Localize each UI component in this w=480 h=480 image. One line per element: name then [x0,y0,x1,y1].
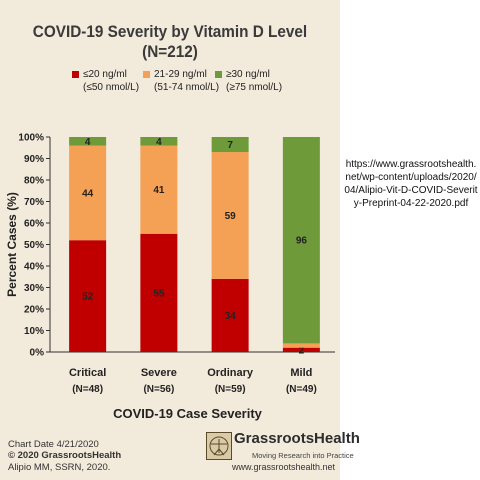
copyright: © 2020 GrassrootsHealth [8,450,122,461]
data-label: 55 [153,288,165,299]
data-label: 4 [85,137,91,148]
legend-label-mid: 21-29 ng/ml [154,69,207,80]
y-axis-label: Percent Cases (%) [5,192,19,297]
bar-segment-critical-1 [69,145,107,241]
bar-segment-critical-0 [69,240,107,352]
x-tick-count-label: (N=49) [286,384,317,395]
bar-segment-severe-0 [140,233,178,352]
x-axis-label: COVID-19 Case Severity [113,406,263,421]
bar-segment-ordinary-2 [211,137,249,153]
data-label: 41 [153,185,165,196]
chart-date: Chart Date 4/21/2020 [8,439,99,450]
y-tick-label: 100% [18,133,44,144]
bar-segment-ordinary-1 [211,152,249,279]
y-tick-label: 80% [24,176,44,187]
bar-segment-mild-1 [282,343,320,348]
y-tick-label: 50% [24,240,44,251]
vitruvian-logo-icon [206,432,232,460]
legend-item-high: ≥30 ng/ml (≥75 nmol/L) [215,68,282,94]
bar-segment-ordinary-0 [211,278,249,352]
data-label: 59 [225,211,237,222]
logo-name: GrassrootsHealth [234,430,360,447]
data-label: 96 [296,236,308,247]
legend-sublabel-high: (≥75 nmol/L) [226,82,283,93]
legend-label-high: ≥30 ng/ml [226,69,270,80]
logo-tagline: Moving Research into Practice [252,451,354,460]
legend-swatch-high [215,70,222,78]
x-tick-label: Critical [69,367,106,379]
data-label: 4 [156,137,162,148]
data-label: 52 [82,292,94,303]
source-url-text: https://www.grassrootshealth.net/wp-cont… [344,159,478,209]
legend-swatch-low [72,70,79,78]
x-tick-count-label: (N=56) [143,384,174,395]
bar-segment-mild-2 [282,137,320,344]
bar-segment-critical-2 [69,137,107,146]
x-tick-label: Severe [141,367,177,379]
y-tick-label: 40% [24,262,44,273]
legend-item-mid: 21-29 ng/ml (51-74 nmol/L) [143,68,219,94]
data-label: 34 [225,311,237,322]
legend-sublabel-mid: (51-74 nmol/L) [154,82,220,93]
y-tick-label: 30% [24,283,44,294]
bar-segment-severe-2 [140,137,178,146]
data-label: 44 [82,188,94,199]
data-label: 2 [299,345,305,356]
bar-segment-severe-1 [140,145,178,234]
legend-swatch-mid [143,70,150,78]
legend-label-low: ≤20 ng/ml [83,69,127,80]
x-tick-label: Ordinary [207,367,254,379]
data-label: 7 [227,140,233,151]
y-tick-label: 10% [24,326,44,337]
legend-sublabel-low: (≤50 nmol/L) [83,82,140,93]
y-tick-label: 60% [24,219,44,230]
legend-item-low: ≤20 ng/ml (≤50 nmol/L) [72,68,139,94]
stacked-bar-chart: 0% 10% 20% 30% 40% 50% 60% 70% 80% 90% 100% Percent… [5,133,335,421]
y-tick-label: 0% [30,348,45,359]
x-tick-count-label: (N=48) [72,384,103,395]
x-tick-label: Mild [290,367,312,379]
bar-segment-mild-0 [282,347,320,352]
logo-url: www.grassrootshealth.net [232,462,336,472]
y-tick-label: 70% [24,197,44,208]
chart-title: COVID-19 Severity by Vitamin D Level (N=… [32,22,308,61]
x-tick-count-label: (N=59) [215,384,246,395]
citation: Alipio MM, SSRN, 2020. [8,462,111,473]
logo-figure-icon [209,436,229,456]
y-tick-label: 90% [24,154,44,165]
y-tick-label: 20% [24,305,44,316]
